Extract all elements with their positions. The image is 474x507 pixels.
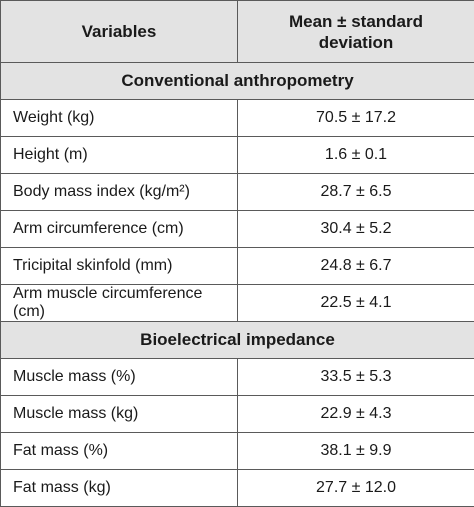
section-title: Bioelectrical impedance — [0, 321, 474, 359]
section-row: Conventional anthropometry — [0, 62, 474, 100]
header-row: Variables Mean ± standard deviation — [0, 0, 474, 63]
data-row: Arm muscle circumference (cm) 22.5 ± 4.1 — [0, 284, 474, 322]
data-row: Fat mass (kg) 27.7 ± 12.0 — [0, 469, 474, 507]
value-cell: 28.7 ± 6.5 — [237, 173, 474, 211]
value-cell: 33.5 ± 5.3 — [237, 358, 474, 396]
variable-cell: Arm muscle circumference (cm) — [0, 284, 238, 322]
table-body: Conventional anthropometry Weight (kg) 70.… — [0, 62, 474, 507]
data-row: Arm circumference (cm) 30.4 ± 5.2 — [0, 210, 474, 248]
data-row: Tricipital skinfold (mm) 24.8 ± 6.7 — [0, 247, 474, 285]
data-row: Fat mass (%) 38.1 ± 9.9 — [0, 432, 474, 470]
variable-cell: Weight (kg) — [0, 99, 238, 137]
value-cell: 38.1 ± 9.9 — [237, 432, 474, 470]
column-header: Variables — [0, 0, 238, 63]
data-row: Muscle mass (kg) 22.9 ± 4.3 — [0, 395, 474, 433]
value-cell: 27.7 ± 12.0 — [237, 469, 474, 507]
variable-cell: Muscle mass (%) — [0, 358, 238, 396]
variable-cell: Fat mass (kg) — [0, 469, 238, 507]
variable-cell: Height (m) — [0, 136, 238, 174]
variable-cell: Fat mass (%) — [0, 432, 238, 470]
column-header: Mean ± standard deviation — [237, 0, 474, 63]
column-header-text: Mean ± standard deviation — [288, 11, 424, 52]
variable-cell: Muscle mass (kg) — [0, 395, 238, 433]
variable-cell: Body mass index (kg/m²) — [0, 173, 238, 211]
value-cell: 30.4 ± 5.2 — [237, 210, 474, 248]
column-header-text: Variables — [81, 22, 157, 41]
data-row: Weight (kg) 70.5 ± 17.2 — [0, 99, 474, 137]
variable-cell: Arm circumference (cm) — [0, 210, 238, 248]
section-title: Conventional anthropometry — [0, 62, 474, 100]
data-row: Body mass index (kg/m²) 28.7 ± 6.5 — [0, 173, 474, 211]
value-cell: 22.9 ± 4.3 — [237, 395, 474, 433]
data-row: Height (m) 1.6 ± 0.1 — [0, 136, 474, 174]
value-cell: 22.5 ± 4.1 — [237, 284, 474, 322]
value-cell: 70.5 ± 17.2 — [237, 99, 474, 137]
value-cell: 24.8 ± 6.7 — [237, 247, 474, 285]
data-row: Muscle mass (%) 33.5 ± 5.3 — [0, 358, 474, 396]
value-cell: 1.6 ± 0.1 — [237, 136, 474, 174]
section-row: Bioelectrical impedance — [0, 321, 474, 359]
variable-cell: Tricipital skinfold (mm) — [0, 247, 238, 285]
